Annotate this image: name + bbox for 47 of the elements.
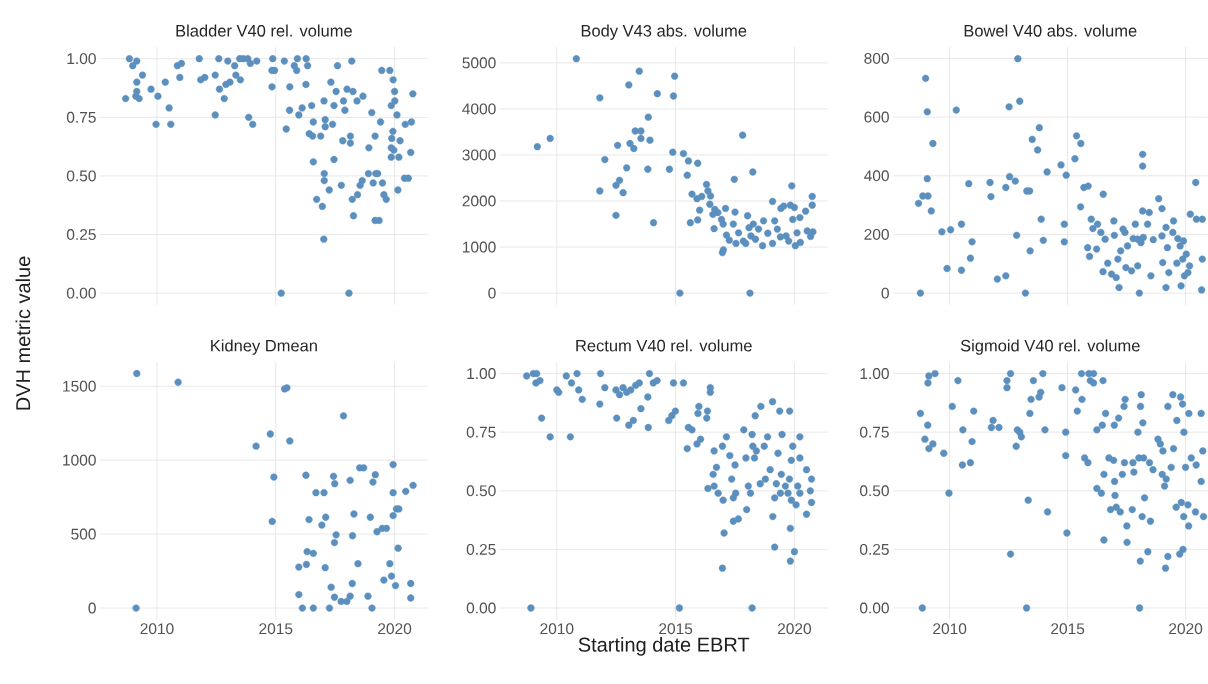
- y-tick-label: 0: [88, 602, 96, 614]
- y-tick-label: 2000: [462, 195, 496, 207]
- y-axis-title: DVH metric value: [15, 256, 31, 410]
- y-tick-label: 3000: [462, 149, 496, 161]
- chart-title: Kidney Dmean: [211, 339, 317, 355]
- y-tick-label: 0.00: [466, 602, 496, 614]
- y-tick-label: 0.50: [466, 485, 496, 497]
- y-tick-label: 1.00: [860, 368, 889, 380]
- y-tick-label: 1000: [463, 241, 496, 253]
- x-tick-label: 2010: [140, 623, 174, 635]
- y-tick-label: 0.75: [66, 111, 96, 123]
- y-tick-label: 1500: [63, 380, 96, 392]
- y-tick-label: 500: [71, 528, 96, 540]
- y-tick-label: 0.50: [66, 170, 96, 182]
- y-tick-label: 1000: [63, 454, 96, 466]
- chart-title: Bowel V40 abs. volume: [964, 24, 1137, 37]
- chart-title: Rectum V40 rel. volume: [576, 339, 752, 352]
- y-tick-label: 0.25: [466, 544, 496, 556]
- y-tick-label: 400: [864, 170, 889, 182]
- y-tick-label: 200: [864, 229, 889, 241]
- y-tick-label: 0.00: [66, 287, 96, 299]
- x-tick-label: 2020: [378, 623, 412, 635]
- y-tick-label: 0.75: [859, 426, 889, 438]
- y-tick-label: 4000: [462, 103, 496, 115]
- y-tick-label: 1.00: [467, 368, 496, 380]
- y-tick-label: 0.25: [66, 229, 96, 241]
- y-tick-label: 0.25: [859, 544, 889, 556]
- x-tick-label: 2010: [540, 623, 574, 635]
- y-tick-label: 0: [881, 287, 889, 299]
- chart-title: Sigmoid V40 rel. volume: [960, 339, 1140, 355]
- x-tick-label: 2010: [933, 623, 967, 635]
- y-tick-label: 0.00: [859, 602, 889, 614]
- x-tick-label: 2020: [1169, 623, 1203, 635]
- x-tick-label: 2020: [777, 623, 812, 635]
- chart-title: Bladder V40 rel. volume: [176, 24, 352, 37]
- y-tick-label: 0.50: [859, 485, 889, 497]
- y-tick-label: 5000: [462, 57, 496, 69]
- y-tick-label: 0: [488, 287, 496, 299]
- chart-title: Body V43 abs. volume: [581, 24, 747, 41]
- y-tick-label: 800: [864, 53, 889, 65]
- y-tick-label: 600: [864, 111, 889, 123]
- y-tick-label: 1.00: [67, 53, 96, 65]
- x-tick-label: 2015: [659, 623, 693, 635]
- y-tick-label: 0.75: [466, 426, 496, 438]
- x-tick-label: 2015: [259, 623, 293, 635]
- x-tick-label: 2015: [1051, 623, 1085, 635]
- x-axis-title: Starting date EBRT: [578, 637, 750, 656]
